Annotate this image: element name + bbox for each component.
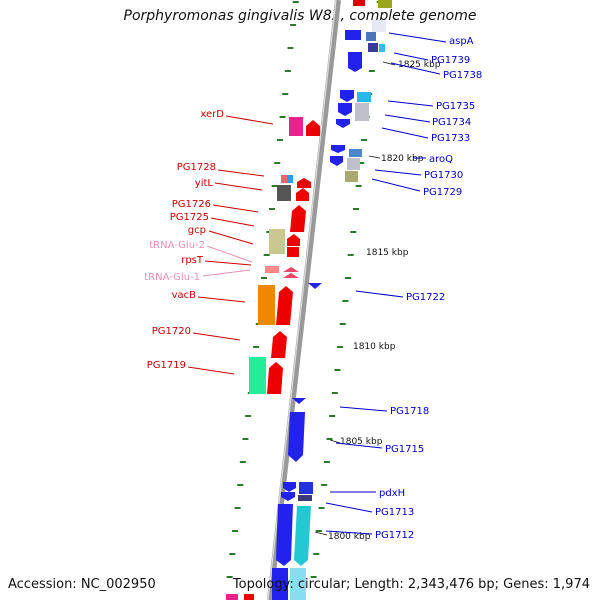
feature-pg1735 [357, 92, 371, 102]
label-aroQ[interactable]: aroQ [429, 154, 453, 165]
feature-aroQ-b [330, 156, 343, 166]
label-pg1722[interactable]: PG1722 [406, 292, 445, 303]
feature-rpsT [265, 266, 279, 273]
accession-text: Accession: NC_002950 [8, 577, 156, 592]
feature-pg1719-arrow [267, 362, 283, 394]
feature-pg1728-a [281, 175, 287, 183]
label-trna-glu-1[interactable]: tRNA-Glu-1 [144, 272, 200, 283]
label-gcp[interactable]: gcp [188, 225, 206, 236]
feature-top-red [353, 0, 365, 6]
label-vacB[interactable]: vacB [172, 290, 197, 301]
feature-pg1712 [294, 506, 311, 566]
label-pg1725[interactable]: PG1725 [170, 212, 209, 223]
feature-xerD [289, 117, 303, 136]
label-rpsT[interactable]: rpsT [181, 255, 204, 266]
feature-pg1739 [348, 52, 362, 72]
feature-trna-glu-2 [283, 267, 299, 272]
feature-trna-glu-1 [283, 273, 299, 278]
label-pg1739[interactable]: PG1739 [431, 55, 470, 66]
feature-xerD-arrow [306, 120, 320, 136]
genome-backbone-highlight [267, 0, 337, 600]
label-pg1735[interactable]: PG1735 [436, 101, 475, 112]
feature-gcp [269, 229, 285, 254]
label-pdxH[interactable]: pdxH [379, 488, 405, 499]
reverse-strand-features [272, 0, 392, 600]
feature-pdxH-b [281, 492, 295, 501]
feature-bottom-blue [272, 568, 288, 600]
feature-bottom-magenta [226, 594, 238, 600]
label-pg1713[interactable]: PG1713 [375, 507, 414, 518]
feature-pg1722 [308, 283, 322, 289]
feature-gcp-arrow [287, 234, 300, 246]
label-aspA[interactable]: aspA [449, 36, 474, 47]
kbp-1805: 1805 kbp [340, 437, 383, 447]
feature-yitL-arrow [297, 178, 311, 188]
label-pg1719[interactable]: PG1719 [147, 360, 186, 371]
feature-pg1713-a [298, 495, 312, 501]
kbp-1815: 1815 kbp [366, 248, 409, 258]
feature-aspA-region [345, 30, 361, 40]
feature-pg1713 [276, 504, 293, 566]
label-pg1738[interactable]: PG1738 [443, 70, 482, 81]
genome-backbone [267, 0, 341, 600]
feature-vacB [258, 285, 275, 325]
label-pg1729[interactable]: PG1729 [423, 187, 462, 198]
feature-vacB-arrow [276, 286, 293, 325]
label-pg1718[interactable]: PG1718 [390, 406, 429, 417]
label-pg1734[interactable]: PG1734 [432, 117, 471, 128]
label-xerD[interactable]: xerD [200, 109, 224, 120]
label-yitL[interactable]: yitL [195, 178, 214, 189]
feature-aroQ-a [331, 145, 345, 153]
kbp-1810: 1810 kbp [353, 342, 396, 352]
feature-pg1725 [290, 205, 306, 232]
feature-bottom-red [244, 594, 254, 600]
feature-pg1718-a [292, 398, 306, 404]
kbp-1820: 1820 kbp [381, 154, 424, 164]
kbp-1825: 1825 kbp [398, 60, 441, 70]
label-pg1728[interactable]: PG1728 [177, 162, 216, 173]
feature-pg1718 [288, 412, 305, 462]
feature-pg1734 [355, 103, 369, 121]
kbp-marks: 1825 kbp 1820 kbp 1815 kbp 1810 kbp 1805… [314, 60, 441, 542]
genome-title: Porphyromonas gingivalis W83, complete g… [123, 8, 477, 24]
feature-pg1739-b [368, 43, 378, 52]
label-pg1715[interactable]: PG1715 [385, 444, 424, 455]
feature-pg1735-a [340, 90, 354, 102]
label-pg1712[interactable]: PG1712 [375, 530, 414, 541]
label-pg1730[interactable]: PG1730 [424, 170, 463, 181]
feature-pg1719 [249, 357, 266, 394]
forward-strand-features [226, 117, 320, 600]
kbp-1800: 1800 kbp [328, 532, 371, 542]
feature-pg1726-arrow [296, 188, 309, 201]
feature-pg1738 [379, 44, 385, 52]
feature-pg1729 [345, 171, 358, 182]
feature-top-olive [378, 0, 392, 8]
right-gene-labels: aspA PG1739 PG1738 PG1735 PG1734 PG1733 … [325, 32, 482, 541]
feature-pg1730 [347, 158, 360, 170]
feature-top-pale [372, 20, 386, 32]
feature-aspA [366, 32, 376, 41]
feature-pg1733 [336, 119, 350, 128]
feature-pdxH [299, 482, 313, 494]
label-pg1726[interactable]: PG1726 [172, 199, 211, 210]
feature-gcp-b [287, 247, 299, 257]
label-pg1733[interactable]: PG1733 [431, 133, 470, 144]
feature-yitL [277, 185, 291, 201]
feature-bottom-cyan [290, 568, 306, 600]
label-pg1720[interactable]: PG1720 [152, 326, 191, 337]
label-trna-glu-2[interactable]: tRNA-Glu-2 [149, 240, 205, 251]
feature-pg1735-b [338, 103, 352, 116]
feature-pdxH-a [283, 482, 296, 492]
feature-pg1720 [271, 331, 287, 358]
left-gene-labels: xerD PG1728 yitL PG1726 PG1725 gcp tRNA-… [144, 109, 274, 375]
feature-pg1728-b [287, 175, 293, 183]
feature-aroQ [349, 149, 362, 157]
genome-summary-text: Topology: circular; Length: 2,343,476 bp… [232, 577, 590, 592]
